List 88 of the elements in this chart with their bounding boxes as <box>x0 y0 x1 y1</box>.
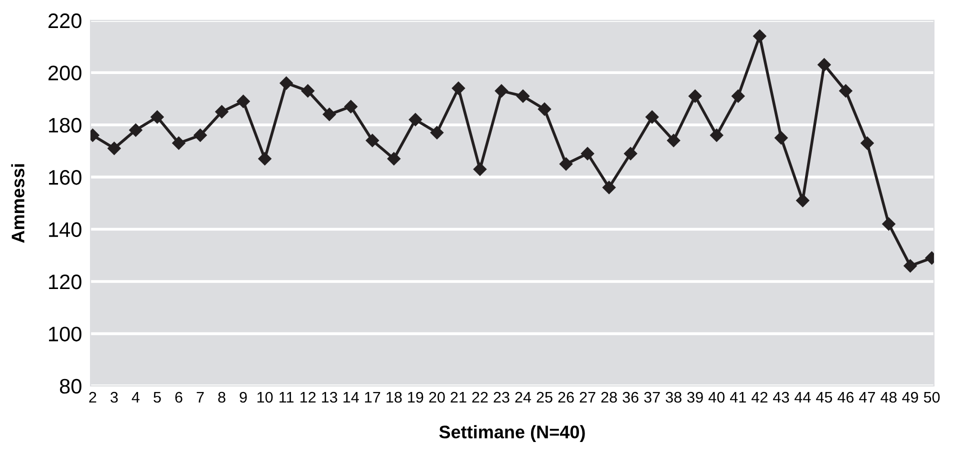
x-tick-label: 46 <box>838 392 854 403</box>
y-axis-title: Ammessi <box>11 164 24 243</box>
x-axis-title: Settimane (N=40) <box>439 425 585 442</box>
point <box>580 146 594 160</box>
x-tick-label: 4 <box>132 392 140 403</box>
x-tick-label: 2 <box>89 392 96 403</box>
point <box>710 128 724 142</box>
point <box>215 105 228 118</box>
x-tick-label: 12 <box>300 392 316 403</box>
point <box>602 180 616 194</box>
x-tick-label: 26 <box>558 392 574 403</box>
x-tick-label: 17 <box>365 392 380 403</box>
y-tick-label: 100 <box>49 326 82 342</box>
x-tick-label: 5 <box>154 392 161 403</box>
point <box>172 136 186 150</box>
point <box>408 113 422 126</box>
point <box>559 157 573 171</box>
point <box>732 90 745 103</box>
point <box>494 84 508 98</box>
point <box>150 110 164 124</box>
y-tick-label: 140 <box>49 222 82 238</box>
x-tick-label: 6 <box>175 392 182 403</box>
x-tick-label: 11 <box>280 392 294 403</box>
point <box>688 90 702 103</box>
x-tick-label: 19 <box>408 392 424 403</box>
x-tick-label: 23 <box>494 392 510 403</box>
point <box>452 82 466 95</box>
x-tick-label: 38 <box>666 392 682 403</box>
y-tick-label: 160 <box>49 170 82 185</box>
point <box>322 108 336 121</box>
point <box>624 146 638 160</box>
x-tick-label: 42 <box>752 392 768 403</box>
point <box>194 128 207 142</box>
point <box>818 58 831 72</box>
x-tick-label: 14 <box>344 392 359 403</box>
point <box>774 131 788 144</box>
x-tick-label: 24 <box>515 392 532 403</box>
y-tick-label: 220 <box>48 13 82 28</box>
point <box>538 102 552 116</box>
point <box>344 100 358 114</box>
point <box>796 194 810 208</box>
x-tick-label: 45 <box>816 392 832 403</box>
point <box>860 136 874 150</box>
x-tick-label: 44 <box>794 392 811 403</box>
x-tick-label: 25 <box>536 392 552 403</box>
point <box>753 30 766 43</box>
x-tick-label: 18 <box>386 392 402 403</box>
point <box>904 259 917 272</box>
point <box>882 217 896 231</box>
x-tick-label: 41 <box>730 392 746 403</box>
point <box>129 123 142 137</box>
x-tick-label: 48 <box>880 392 897 403</box>
point <box>839 84 852 98</box>
point <box>236 94 250 108</box>
point <box>516 90 530 103</box>
y-tick-label: 120 <box>49 274 82 290</box>
x-tick-label: 21 <box>450 392 466 403</box>
point <box>258 152 272 166</box>
point <box>366 134 379 148</box>
x-tick-label: 39 <box>687 392 703 403</box>
y-tick-label: 80 <box>60 378 82 394</box>
y-tick-label: 180 <box>49 118 82 133</box>
x-tick-label: 20 <box>429 392 445 403</box>
x-tick-label: 9 <box>240 392 247 403</box>
x-tick-label: 49 <box>902 392 918 403</box>
y-tick-label: 200 <box>48 66 82 80</box>
x-tick-label: 43 <box>773 392 790 403</box>
x-tick-label: 7 <box>196 392 204 403</box>
point <box>667 134 680 148</box>
point <box>108 142 121 155</box>
x-tick-label: 13 <box>322 392 338 403</box>
point <box>473 162 487 176</box>
point <box>430 126 444 140</box>
x-tick-label: 8 <box>218 392 226 403</box>
x-tick-label: 50 <box>924 392 940 403</box>
x-tick-label: 3 <box>110 392 118 403</box>
x-tick-label: 22 <box>472 392 488 403</box>
x-tick-label: 10 <box>257 392 273 403</box>
point <box>387 152 400 166</box>
point <box>301 84 314 98</box>
x-tick-label: 47 <box>859 392 875 403</box>
point <box>280 76 293 90</box>
point <box>646 110 659 124</box>
x-tick-label: 37 <box>644 392 660 403</box>
x-tick-label: 28 <box>601 392 617 403</box>
x-tick-label: 36 <box>622 392 638 403</box>
x-tick-label: 27 <box>580 392 596 403</box>
x-tick-label: 40 <box>708 392 725 403</box>
